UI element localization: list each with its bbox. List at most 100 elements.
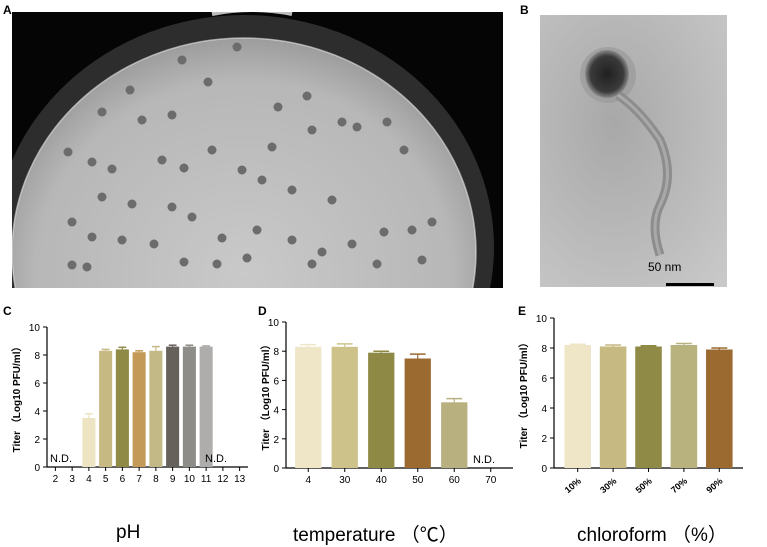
x-tick-label: 9 (170, 474, 176, 485)
plaque (287, 185, 297, 195)
bar (564, 345, 591, 468)
x-tick-label: 7 (136, 474, 142, 485)
y-tick-label: 6 (34, 379, 40, 390)
y-axis-label: Titer （Log10 PFU/ml） (259, 340, 272, 451)
plaque (427, 217, 437, 227)
bar (635, 346, 662, 468)
y-tick-label: 8 (34, 351, 40, 362)
y-tick-label: 2 (541, 434, 547, 445)
panel-letter-a: A (3, 3, 12, 17)
panel-letter-b: B (520, 3, 529, 17)
x-tick-label: 60 (449, 475, 461, 486)
bar (368, 352, 395, 468)
plaque (212, 259, 222, 269)
y-tick-label: 4 (541, 404, 547, 415)
y-tick-label: 0 (34, 463, 40, 474)
x-tick-label: 30% (598, 476, 618, 495)
plaque (307, 259, 317, 269)
bar (441, 402, 468, 468)
nd-annotation: N.D. (50, 453, 72, 465)
plaque (379, 227, 389, 237)
chloroform-stability-chart: 0 2 4 6 8 10 Titer （Log10 PFU/ml） 10% 30% 50% 70% 9… (517, 314, 743, 495)
plaque (107, 164, 117, 174)
phage-illustration: 50 nm (540, 15, 727, 287)
plaque (125, 85, 135, 95)
x-tick-label: 2 (53, 474, 59, 485)
nd-annotation: N.D. (205, 453, 227, 465)
plaque (302, 91, 312, 101)
plaque (347, 239, 357, 249)
scale-bar-label: 50 nm (648, 260, 681, 274)
chart-e-xlabel: chloroform （%） (577, 525, 727, 546)
plaque (273, 102, 283, 112)
x-tick-label: 5 (103, 474, 109, 485)
plaque (317, 247, 327, 257)
plaque (252, 225, 262, 235)
y-axis-label: Titer （Log10 PFU/ml） (10, 342, 23, 453)
plaque (137, 115, 147, 125)
y-tick-label: 4 (273, 406, 279, 417)
bar (99, 350, 113, 467)
x-tick-label: 12 (217, 474, 229, 485)
y-tick-label: 8 (273, 347, 279, 358)
y-tick-label: 0 (273, 464, 279, 475)
x-tick-label: 30 (339, 475, 351, 486)
x-tick-label: 50 (412, 475, 424, 486)
plaque (67, 217, 77, 227)
plaque (63, 147, 73, 157)
plaque (157, 155, 167, 165)
plaque (352, 122, 362, 132)
bar (706, 349, 733, 468)
plaque (167, 202, 177, 212)
y-tick-label: 10 (536, 314, 548, 325)
x-tick-label: 50% (634, 476, 654, 495)
bar (166, 346, 180, 467)
y-tick-label: 6 (273, 376, 279, 387)
petri-dish-illustration (12, 12, 494, 288)
bar (115, 349, 129, 467)
x-tick-label: 13 (234, 474, 246, 485)
bar (82, 418, 96, 467)
bar (132, 352, 146, 467)
chart-d-xlabel: temperature （℃） (293, 525, 458, 546)
plaque (127, 199, 137, 209)
plaques (63, 42, 437, 272)
y-tick-label: 2 (273, 435, 279, 446)
plaque (237, 165, 247, 175)
chart-c-xlabel: pH (116, 522, 141, 543)
x-tick-label: 4 (305, 475, 311, 486)
plaque (337, 117, 347, 127)
bar (182, 346, 196, 467)
plaque-plate-photo (12, 12, 503, 288)
y-tick-label: 6 (541, 374, 547, 385)
bar (199, 346, 213, 467)
plaque (407, 225, 417, 235)
x-tick-label: 40 (376, 475, 388, 486)
y-axis-label: Titer （Log10 PFU/ml） (517, 338, 530, 449)
plaque (382, 117, 392, 127)
plaque (149, 239, 159, 249)
x-tick-label: 6 (120, 474, 126, 485)
bar (404, 358, 431, 468)
plaque (67, 260, 77, 270)
plaque (97, 192, 107, 202)
x-tick-label: 3 (69, 474, 75, 485)
panel-letter-c: C (3, 304, 12, 318)
panel-letter-d: D (258, 304, 267, 318)
plaque (117, 235, 127, 245)
plaque (203, 77, 213, 87)
x-tick-label: 70% (669, 476, 689, 495)
bar (670, 345, 698, 468)
x-tick-label: 10 (184, 474, 196, 485)
y-tick-label: 10 (268, 318, 280, 329)
x-tick-label: 11 (201, 474, 212, 485)
tem-micrograph: 50 nm (540, 15, 727, 287)
x-tick-label: 4 (86, 474, 92, 485)
y-tick-label: 0 (541, 464, 547, 475)
x-tick-label: 8 (153, 474, 159, 485)
y-tick-label: 8 (541, 344, 547, 355)
plaque (232, 42, 242, 52)
bar (331, 346, 358, 468)
plaque (167, 110, 177, 120)
